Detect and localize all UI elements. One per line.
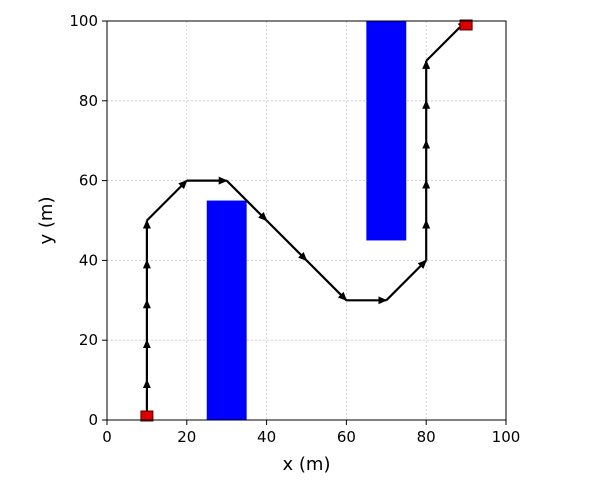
y-tick-label: 20 — [79, 331, 98, 349]
x-tick-label: 60 — [337, 428, 356, 446]
x-tick-label: 20 — [177, 428, 196, 446]
y-tick-label: 40 — [79, 251, 98, 269]
endpoint-marker — [140, 410, 154, 422]
obstacles — [206, 21, 407, 420]
obstacle — [366, 21, 407, 241]
path-segment — [425, 20, 467, 62]
path-segment — [305, 259, 348, 302]
y-axis-label: y (m) — [36, 197, 57, 245]
y-tick-label: 0 — [88, 411, 98, 429]
grid — [107, 21, 506, 420]
obstacle — [206, 200, 247, 420]
y-tick-label: 60 — [79, 172, 98, 190]
path-segment — [265, 219, 308, 262]
endpoint-marker — [459, 19, 473, 31]
path-segment — [146, 179, 188, 222]
plot-area — [106, 20, 507, 421]
x-tick-label: 40 — [257, 428, 276, 446]
path-segment — [385, 259, 427, 302]
y-tick-label: 100 — [69, 12, 98, 30]
endpoints — [140, 19, 473, 422]
x-axis-label: x (m) — [283, 454, 331, 475]
path-segment — [225, 179, 268, 222]
x-tick-label: 100 — [492, 428, 521, 446]
axis-ticks: 0 20 40 60 80 100 0 20 40 60 80 100 — [69, 12, 520, 446]
x-tick-label: 80 — [417, 428, 436, 446]
y-tick-label: 80 — [79, 92, 98, 110]
x-tick-label: 0 — [102, 428, 112, 446]
path — [142, 20, 467, 420]
